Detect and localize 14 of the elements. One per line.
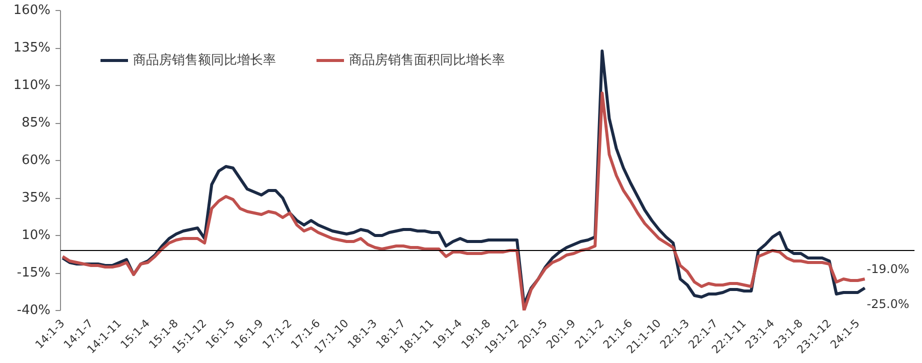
y-tick-label: 10% [22, 228, 51, 243]
line-series [61, 92, 866, 310]
legend-label: 商品房销售额同比增长率 [133, 52, 276, 69]
legend-label: 商品房销售面积同比增长率 [349, 52, 505, 69]
y-tick-label: 35% [22, 190, 51, 206]
y-tick-label: 85% [22, 116, 51, 130]
y-tick-label: 110% [13, 78, 51, 93]
data-label: -25.0% [866, 297, 910, 311]
y-tick-label: -40% [16, 303, 51, 318]
y-tick-label: 60% [22, 153, 51, 168]
y-tick-label: -15% [16, 266, 51, 280]
y-tick-label: 160% [13, 3, 51, 18]
data-label: -19.0% [866, 262, 910, 276]
y-tick-label: 135% [13, 40, 51, 56]
